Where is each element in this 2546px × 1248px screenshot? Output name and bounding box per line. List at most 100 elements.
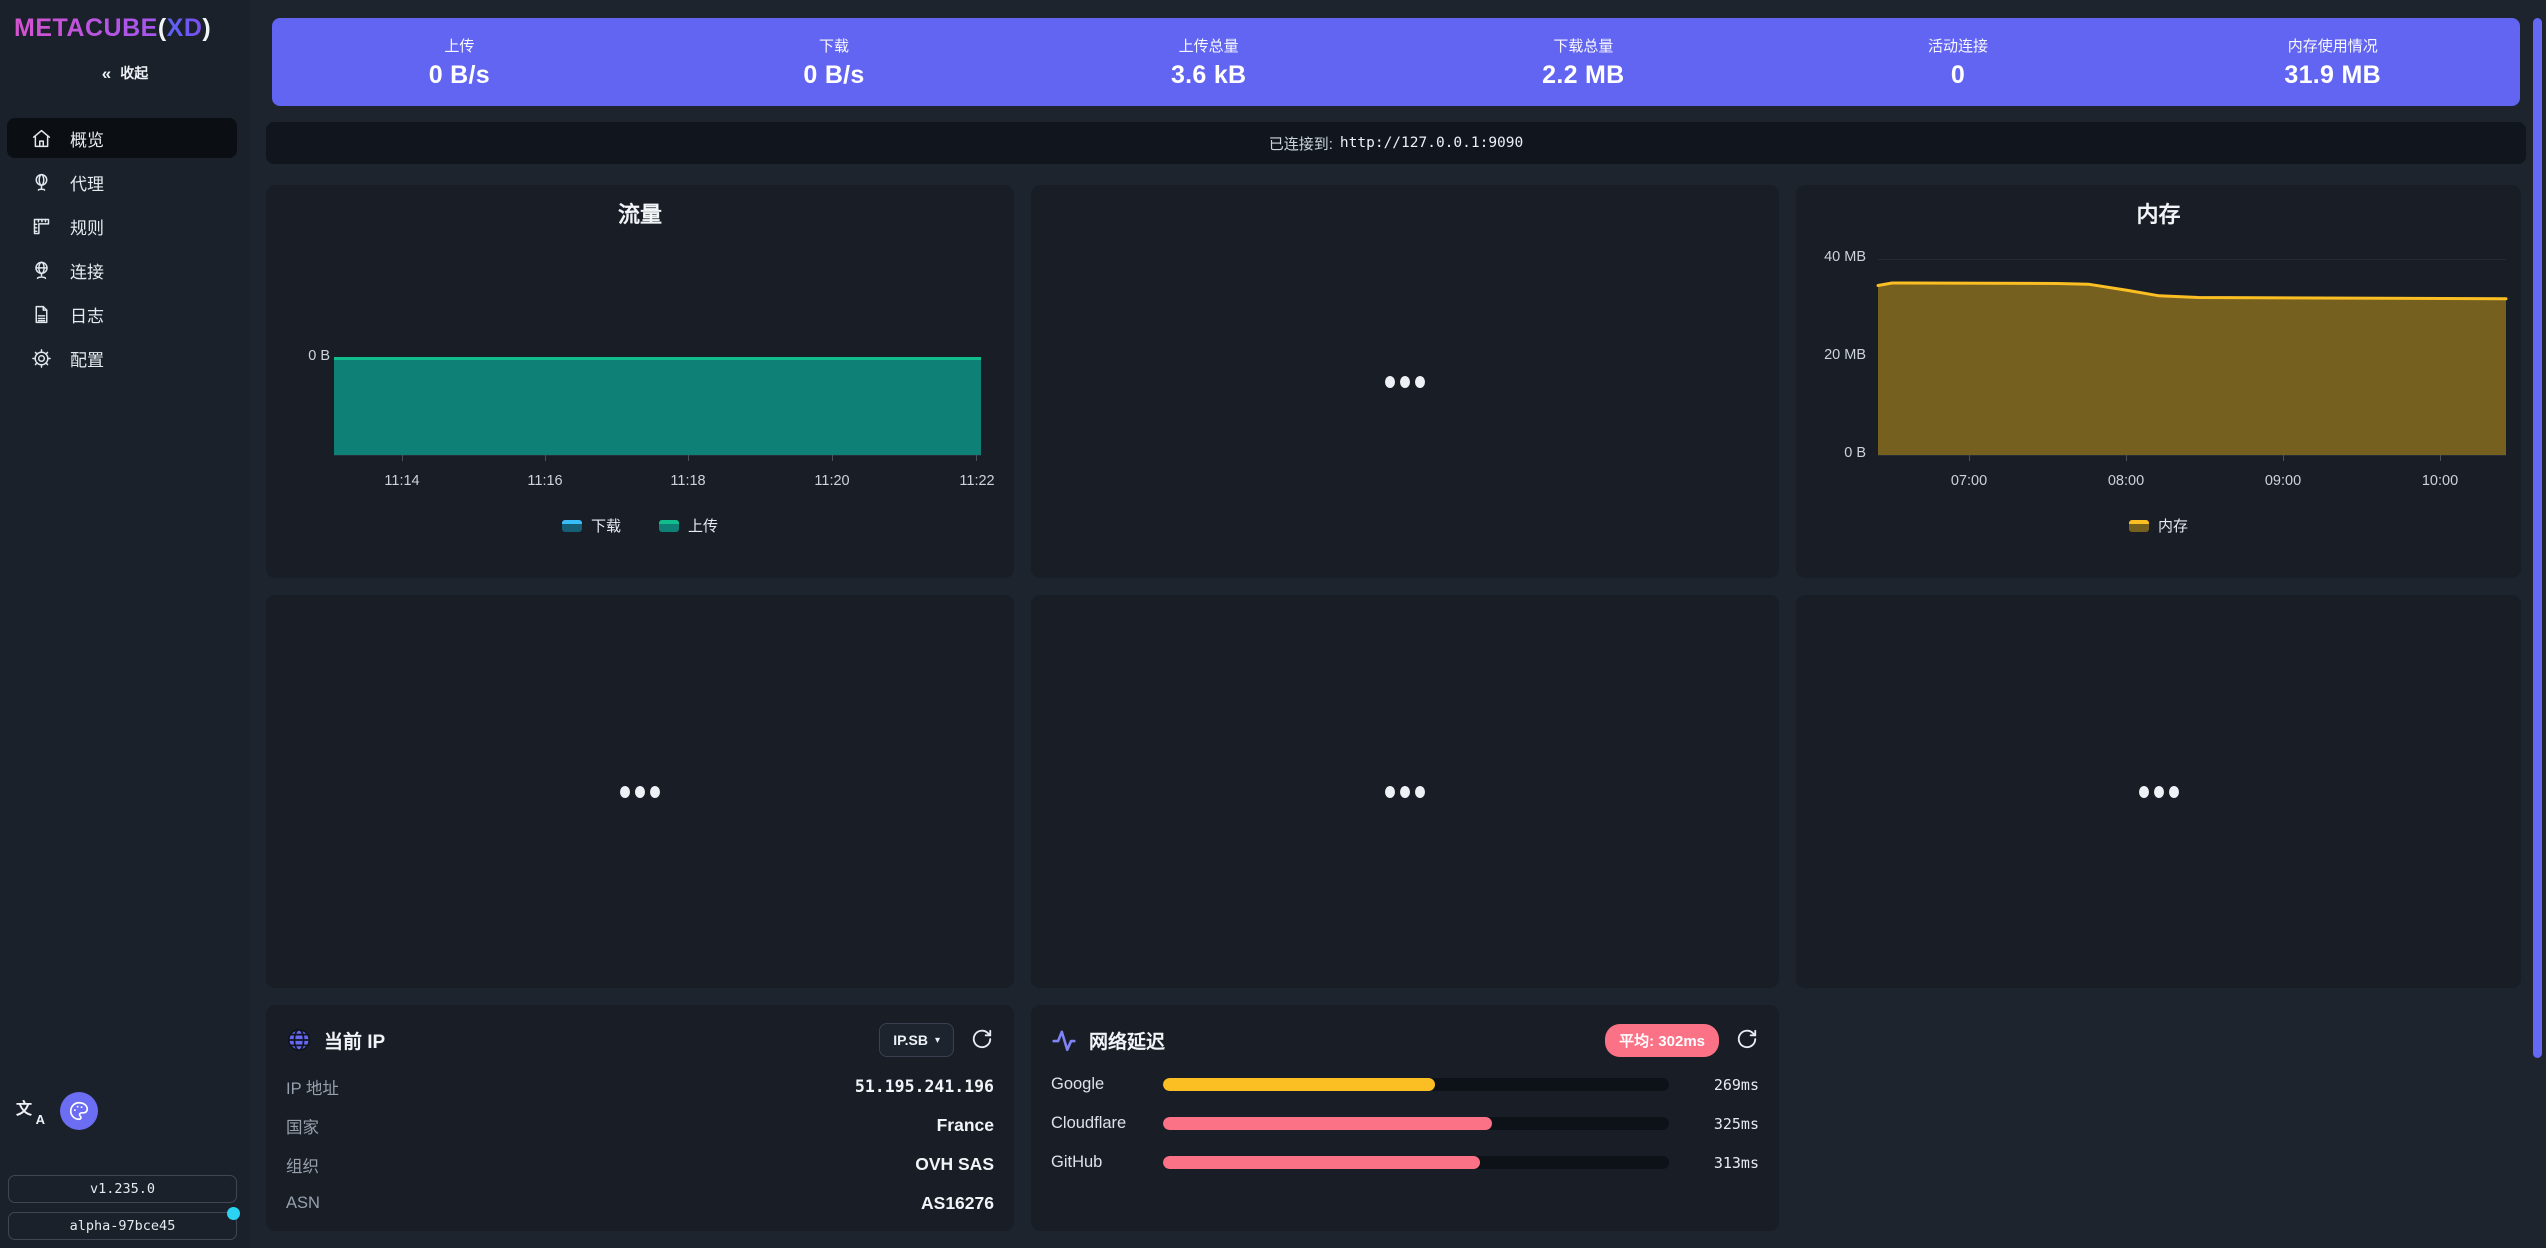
latency-refresh-button[interactable] (1735, 1028, 1759, 1052)
legend-marker (561, 519, 582, 532)
traffic-area (334, 357, 981, 455)
sidebar-item-rules[interactable]: 规则 (7, 206, 237, 246)
sidebar-item-label: 连接 (70, 262, 104, 282)
gear-icon (32, 348, 51, 368)
memory-legend: 内存 (1796, 515, 2521, 536)
traffic-x-tick: 11:18 (670, 473, 706, 489)
theme-button[interactable] (60, 1092, 98, 1130)
traffic-x-tick: 11:20 (814, 473, 850, 489)
sidebar-item-label: 规则 (70, 218, 104, 238)
ip-card-title: 当前 IP (324, 1031, 386, 1053)
stat-download: 下载 0 B/s (803, 37, 865, 89)
latency-bar-track (1163, 1156, 1669, 1169)
chevrons-left-icon: « (101, 63, 112, 83)
languages-icon: 文 (16, 1101, 33, 1118)
loading-dots (1031, 375, 1779, 388)
stat-upload: 上传 0 B/s (428, 37, 490, 89)
memory-area (1878, 283, 2506, 455)
sidebar-item-proxies[interactable]: 代理 (7, 162, 237, 202)
memory-x-tick: 07:00 (1950, 473, 1988, 489)
memory-x-tick: 09:00 (2264, 473, 2302, 489)
memory-y-tick: 0 B (1844, 445, 1866, 461)
network-latency-card: 网络延迟 平均: 302ms Google 269ms Cloudflare 325… (1031, 1005, 1779, 1231)
traffic-x-tick: 11:14 (384, 473, 420, 489)
globe-stand-icon (35, 173, 48, 191)
home-icon (32, 129, 51, 147)
latency-bar-track (1163, 1117, 1669, 1130)
loading-dots (1031, 785, 1779, 798)
sidebar-item-label: 配置 (70, 350, 104, 370)
sidebar-item-logs[interactable]: 日志 (7, 294, 237, 334)
loading-card (1031, 185, 1779, 578)
collapse-label: 收起 (120, 65, 149, 81)
memory-y-tick: 20 MB (1824, 347, 1866, 363)
memory-x-tick: 08:00 (2107, 473, 2145, 489)
ip-refresh-button[interactable] (970, 1028, 994, 1052)
sidebar-item-connections[interactable]: 连接 (7, 250, 237, 290)
loading-card (1031, 595, 1779, 988)
legend-marker (659, 519, 679, 532)
ip-row: 组织 OVH SAS (286, 1154, 994, 1176)
legend-item-upload: 上传 (659, 515, 718, 536)
memory-chart-svg (1876, 281, 2508, 455)
update-indicator-dot (227, 1207, 240, 1220)
sidebar: METACUBE(XD) « 收起 概览 代理 规则 连接 (0, 0, 250, 1248)
latency-row: Cloudflare 325ms (1051, 1114, 1759, 1133)
stat-active-connections: 活动连接 0 (1928, 37, 1989, 89)
build-version-button[interactable]: alpha-97bce45 (8, 1207, 240, 1240)
stats-header: 上传 0 B/s 下载 0 B/s 上传总量 3.6 kB 下载总量 2.2 MB 活动… (272, 18, 2520, 106)
sidebar-item-overview[interactable]: 概览 (7, 118, 237, 158)
logo-brand: METACUBE (14, 14, 158, 42)
ip-info-list: IP 地址 51.195.241.196 国家 France 组织 OVH SAS A… (286, 1067, 994, 1223)
collapse-sidebar-button[interactable]: « 收起 (0, 58, 250, 88)
traffic-x-axis (334, 455, 981, 456)
memory-x-tick: 10:00 (2421, 473, 2459, 489)
connection-status-bar: 已连接到: http://127.0.0.1:9090 (266, 122, 2526, 164)
globe-icon (287, 1028, 311, 1052)
refresh-icon (1737, 1029, 1757, 1049)
file-text-icon (35, 305, 48, 323)
latency-bar-fill (1163, 1078, 1436, 1091)
average-latency-badge: 平均: 302ms (1605, 1023, 1719, 1057)
legend-item-download: 下载 (561, 515, 621, 536)
stat-upload-total: 上传总量 3.6 kB (1170, 37, 1247, 89)
ip-provider-dropdown[interactable]: IP.SB ▾ (879, 1023, 954, 1057)
memory-x-axis (1878, 455, 2506, 456)
sidebar-item-label: 日志 (70, 306, 104, 326)
loading-dots (266, 785, 1014, 798)
ip-row: IP 地址 51.195.241.196 (286, 1077, 994, 1098)
memory-chart-card: 内存 40 MB 20 MB 0 B 07:00 08:00 09:00 10:… (1796, 185, 2521, 578)
sidebar-item-label: 代理 (70, 174, 104, 194)
latency-bar-fill (1163, 1117, 1492, 1130)
memory-chart-title: 内存 (2136, 202, 2181, 227)
memory-y-tick: 40 MB (1824, 249, 1866, 265)
sidebar-item-config[interactable]: 配置 (7, 338, 237, 378)
sidebar-item-label: 概览 (70, 130, 104, 150)
latency-row: GitHub 313ms (1051, 1153, 1759, 1172)
main-content: 上传 0 B/s 下载 0 B/s 上传总量 3.6 kB 下载总量 2.2 MB 活动… (250, 0, 2546, 1248)
endpoint-url: http://127.0.0.1:9090 (1339, 135, 1524, 151)
loading-card (1796, 595, 2521, 988)
latency-bar-track (1163, 1078, 1669, 1091)
chevron-down-icon: ▾ (934, 1034, 940, 1046)
loading-card (266, 595, 1014, 988)
traffic-x-tick: 11:22 (959, 473, 995, 489)
memory-line (1876, 281, 2508, 301)
logo-variant: XD (166, 14, 203, 42)
stat-download-total: 下载总量 2.2 MB (1542, 37, 1625, 89)
activity-icon (1052, 1030, 1076, 1052)
traffic-legend: 下载 上传 (266, 515, 1014, 536)
traffic-chart-card: 流量 0 B 11:14 11:16 11:18 11:20 11:22 下载 … (266, 185, 1014, 578)
traffic-y-tick: 0 B (308, 348, 330, 364)
loading-dots (1796, 785, 2521, 798)
legend-item-memory: 内存 (2128, 515, 2188, 536)
version-button[interactable]: v1.235.0 (8, 1175, 237, 1203)
traffic-chart-title: 流量 (617, 202, 662, 227)
vertical-scrollbar-thumb[interactable] (2533, 18, 2542, 1058)
latency-bar-fill (1163, 1156, 1480, 1169)
traffic-x-tick: 11:16 (527, 473, 563, 489)
palette-icon (70, 1101, 89, 1121)
legend-marker (2128, 519, 2149, 532)
